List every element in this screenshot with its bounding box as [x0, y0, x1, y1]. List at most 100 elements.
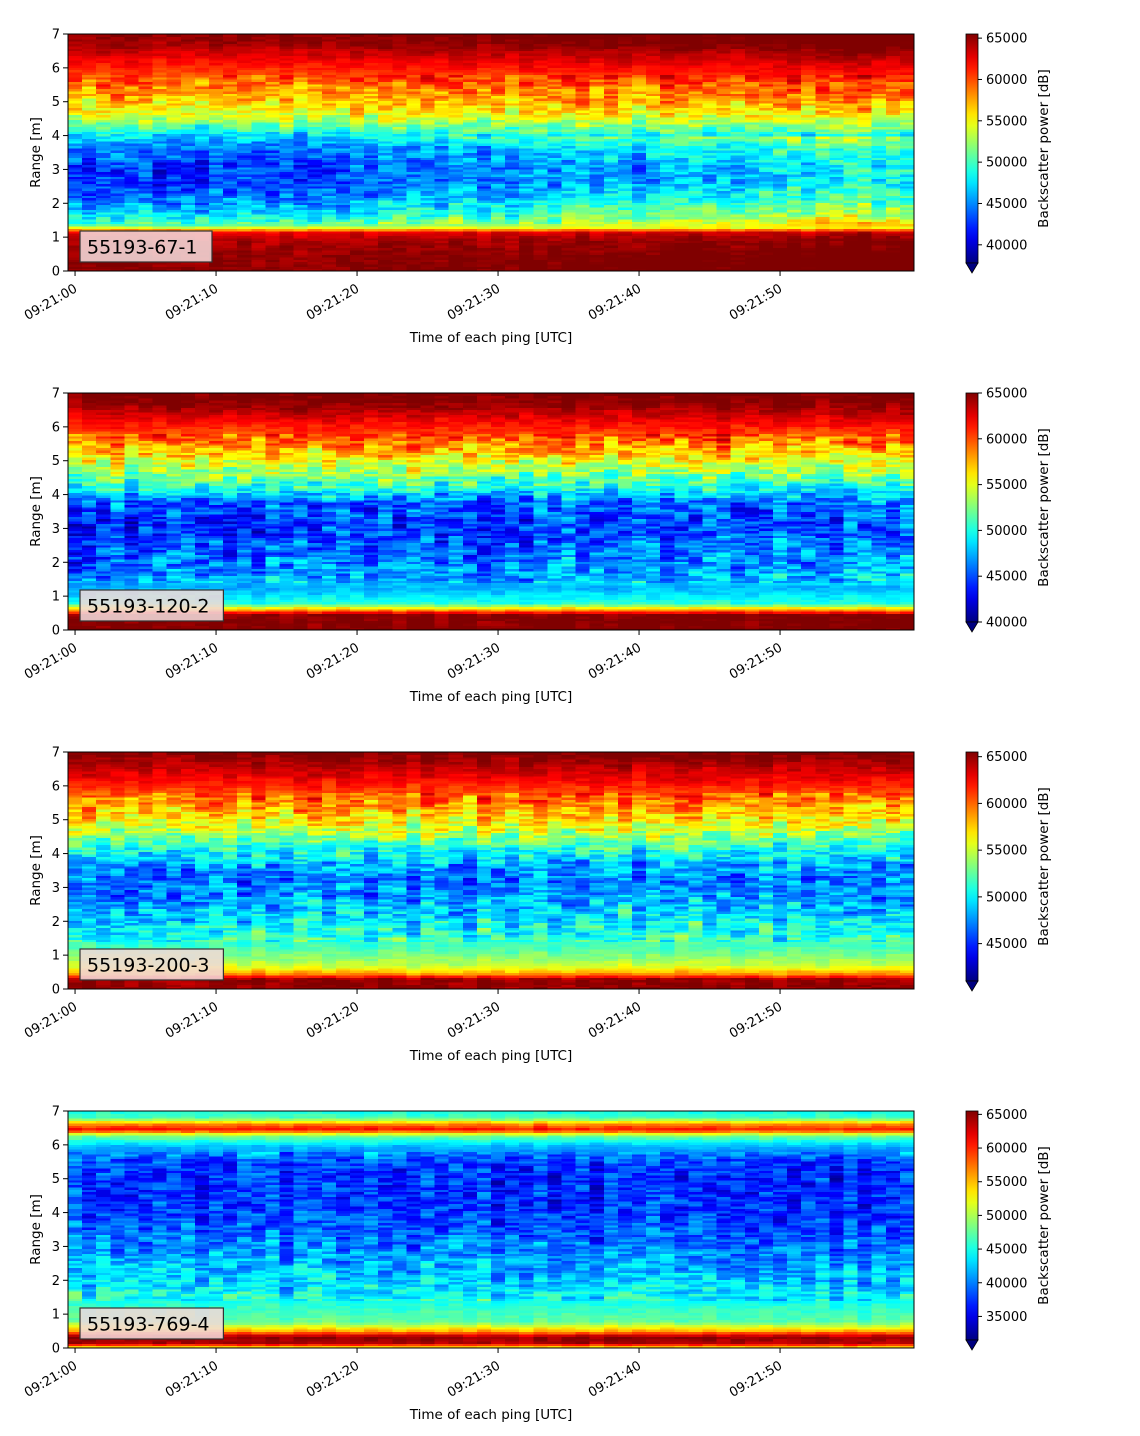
- heatmap-cell: [251, 242, 266, 246]
- heatmap-cell: [96, 36, 111, 40]
- heatmap-cell: [420, 90, 436, 94]
- heatmap-cell: [448, 157, 464, 161]
- heatmap-cell: [378, 124, 393, 128]
- heatmap-cell: [265, 223, 281, 227]
- heatmap-cell: [462, 169, 478, 173]
- heatmap-cell: [180, 79, 196, 82]
- heatmap-cell: [96, 192, 111, 196]
- heatmap-cell: [237, 266, 252, 270]
- heatmap-cell: [406, 34, 422, 37]
- heatmap-cell: [110, 41, 125, 45]
- heatmap-cell: [166, 121, 182, 125]
- heatmap-cell: [462, 102, 478, 106]
- heatmap-cell: [335, 100, 351, 104]
- heatmap-cell: [166, 171, 182, 175]
- heatmap-cell: [321, 185, 337, 189]
- heatmap-cell: [476, 135, 492, 139]
- heatmap-cell: [335, 252, 351, 256]
- heatmap-cell: [462, 180, 478, 184]
- heatmap-cell: [476, 211, 492, 215]
- heatmap-cell: [68, 79, 83, 82]
- heatmap-cell: [265, 211, 281, 215]
- heatmap-cell: [406, 176, 422, 180]
- heatmap-cell: [68, 83, 83, 87]
- heatmap-cell: [350, 71, 365, 75]
- heatmap-cell: [110, 185, 125, 189]
- heatmap-cell: [180, 83, 196, 87]
- heatmap-cell: [96, 225, 111, 229]
- heatmap-cell: [491, 176, 506, 180]
- heatmap-cell: [124, 45, 140, 49]
- heatmap-cell: [321, 126, 337, 130]
- heatmap-cell: [251, 190, 266, 194]
- heatmap-cell: [209, 76, 224, 80]
- heatmap-cell: [350, 240, 365, 244]
- heatmap-cell: [194, 112, 210, 116]
- heatmap-cell: [448, 268, 464, 272]
- heatmap-cell: [68, 64, 83, 68]
- heatmap-cell: [434, 164, 450, 168]
- heatmap-cell: [350, 116, 365, 120]
- heatmap-cell: [82, 107, 97, 111]
- heatmap-cell: [462, 199, 478, 203]
- heatmap-cell: [265, 147, 281, 151]
- heatmap-cell: [96, 74, 111, 78]
- heatmap-cell: [124, 88, 140, 92]
- heatmap-cell: [166, 192, 182, 196]
- heatmap-cell: [279, 74, 295, 78]
- heatmap-cell: [491, 218, 506, 222]
- heatmap-cell: [378, 235, 393, 239]
- heatmap-cell: [378, 36, 393, 40]
- heatmap-cell: [124, 225, 140, 229]
- heatmap-cell: [110, 195, 125, 199]
- heatmap-cell: [307, 154, 323, 158]
- heatmap-cell: [265, 79, 281, 82]
- heatmap-cell: [434, 249, 450, 253]
- heatmap-cell: [166, 45, 182, 49]
- heatmap-cell: [82, 81, 97, 85]
- heatmap-cell: [335, 223, 351, 227]
- heatmap-cell: [476, 218, 492, 222]
- heatmap-cell: [406, 237, 422, 241]
- heatmap-cell: [68, 147, 83, 151]
- heatmap-cell: [321, 252, 337, 256]
- heatmap-cell: [307, 67, 323, 71]
- heatmap-cell: [321, 161, 337, 165]
- heatmap-cell: [321, 188, 337, 192]
- heatmap-cell: [448, 161, 464, 165]
- heatmap-cell: [265, 135, 281, 139]
- heatmap-cell: [279, 95, 295, 99]
- heatmap-cell: [96, 121, 111, 125]
- heatmap-cell: [434, 233, 450, 237]
- heatmap-cell: [364, 135, 379, 139]
- heatmap-cell: [237, 235, 252, 239]
- heatmap-cell: [237, 233, 252, 237]
- heatmap-cell: [378, 261, 393, 265]
- heatmap-cell: [448, 261, 464, 265]
- heatmap-cell: [321, 180, 337, 184]
- heatmap-cell: [406, 252, 422, 256]
- heatmap-cell: [265, 86, 281, 90]
- heatmap-cell: [82, 218, 97, 222]
- heatmap-cell: [335, 124, 351, 128]
- heatmap-cell: [434, 133, 450, 137]
- heatmap-cell: [166, 67, 182, 71]
- heatmap-cell: [392, 69, 407, 73]
- heatmap-cell: [166, 145, 182, 149]
- heatmap-cell: [476, 176, 492, 180]
- heatmap-cell: [96, 128, 111, 132]
- heatmap-cell: [124, 195, 140, 199]
- heatmap-cell: [180, 154, 196, 158]
- heatmap-cell: [96, 207, 111, 210]
- heatmap-cell: [491, 95, 506, 99]
- heatmap-cell: [420, 209, 436, 213]
- heatmap-cell: [138, 83, 154, 87]
- heatmap-cell: [491, 57, 506, 61]
- heatmap-cell: [307, 209, 323, 213]
- heatmap-cell: [279, 97, 295, 101]
- heatmap-cell: [265, 204, 281, 208]
- heatmap-cell: [420, 97, 436, 101]
- heatmap-cell: [293, 69, 309, 73]
- heatmap-cell: [491, 140, 506, 144]
- heatmap-cell: [307, 45, 323, 49]
